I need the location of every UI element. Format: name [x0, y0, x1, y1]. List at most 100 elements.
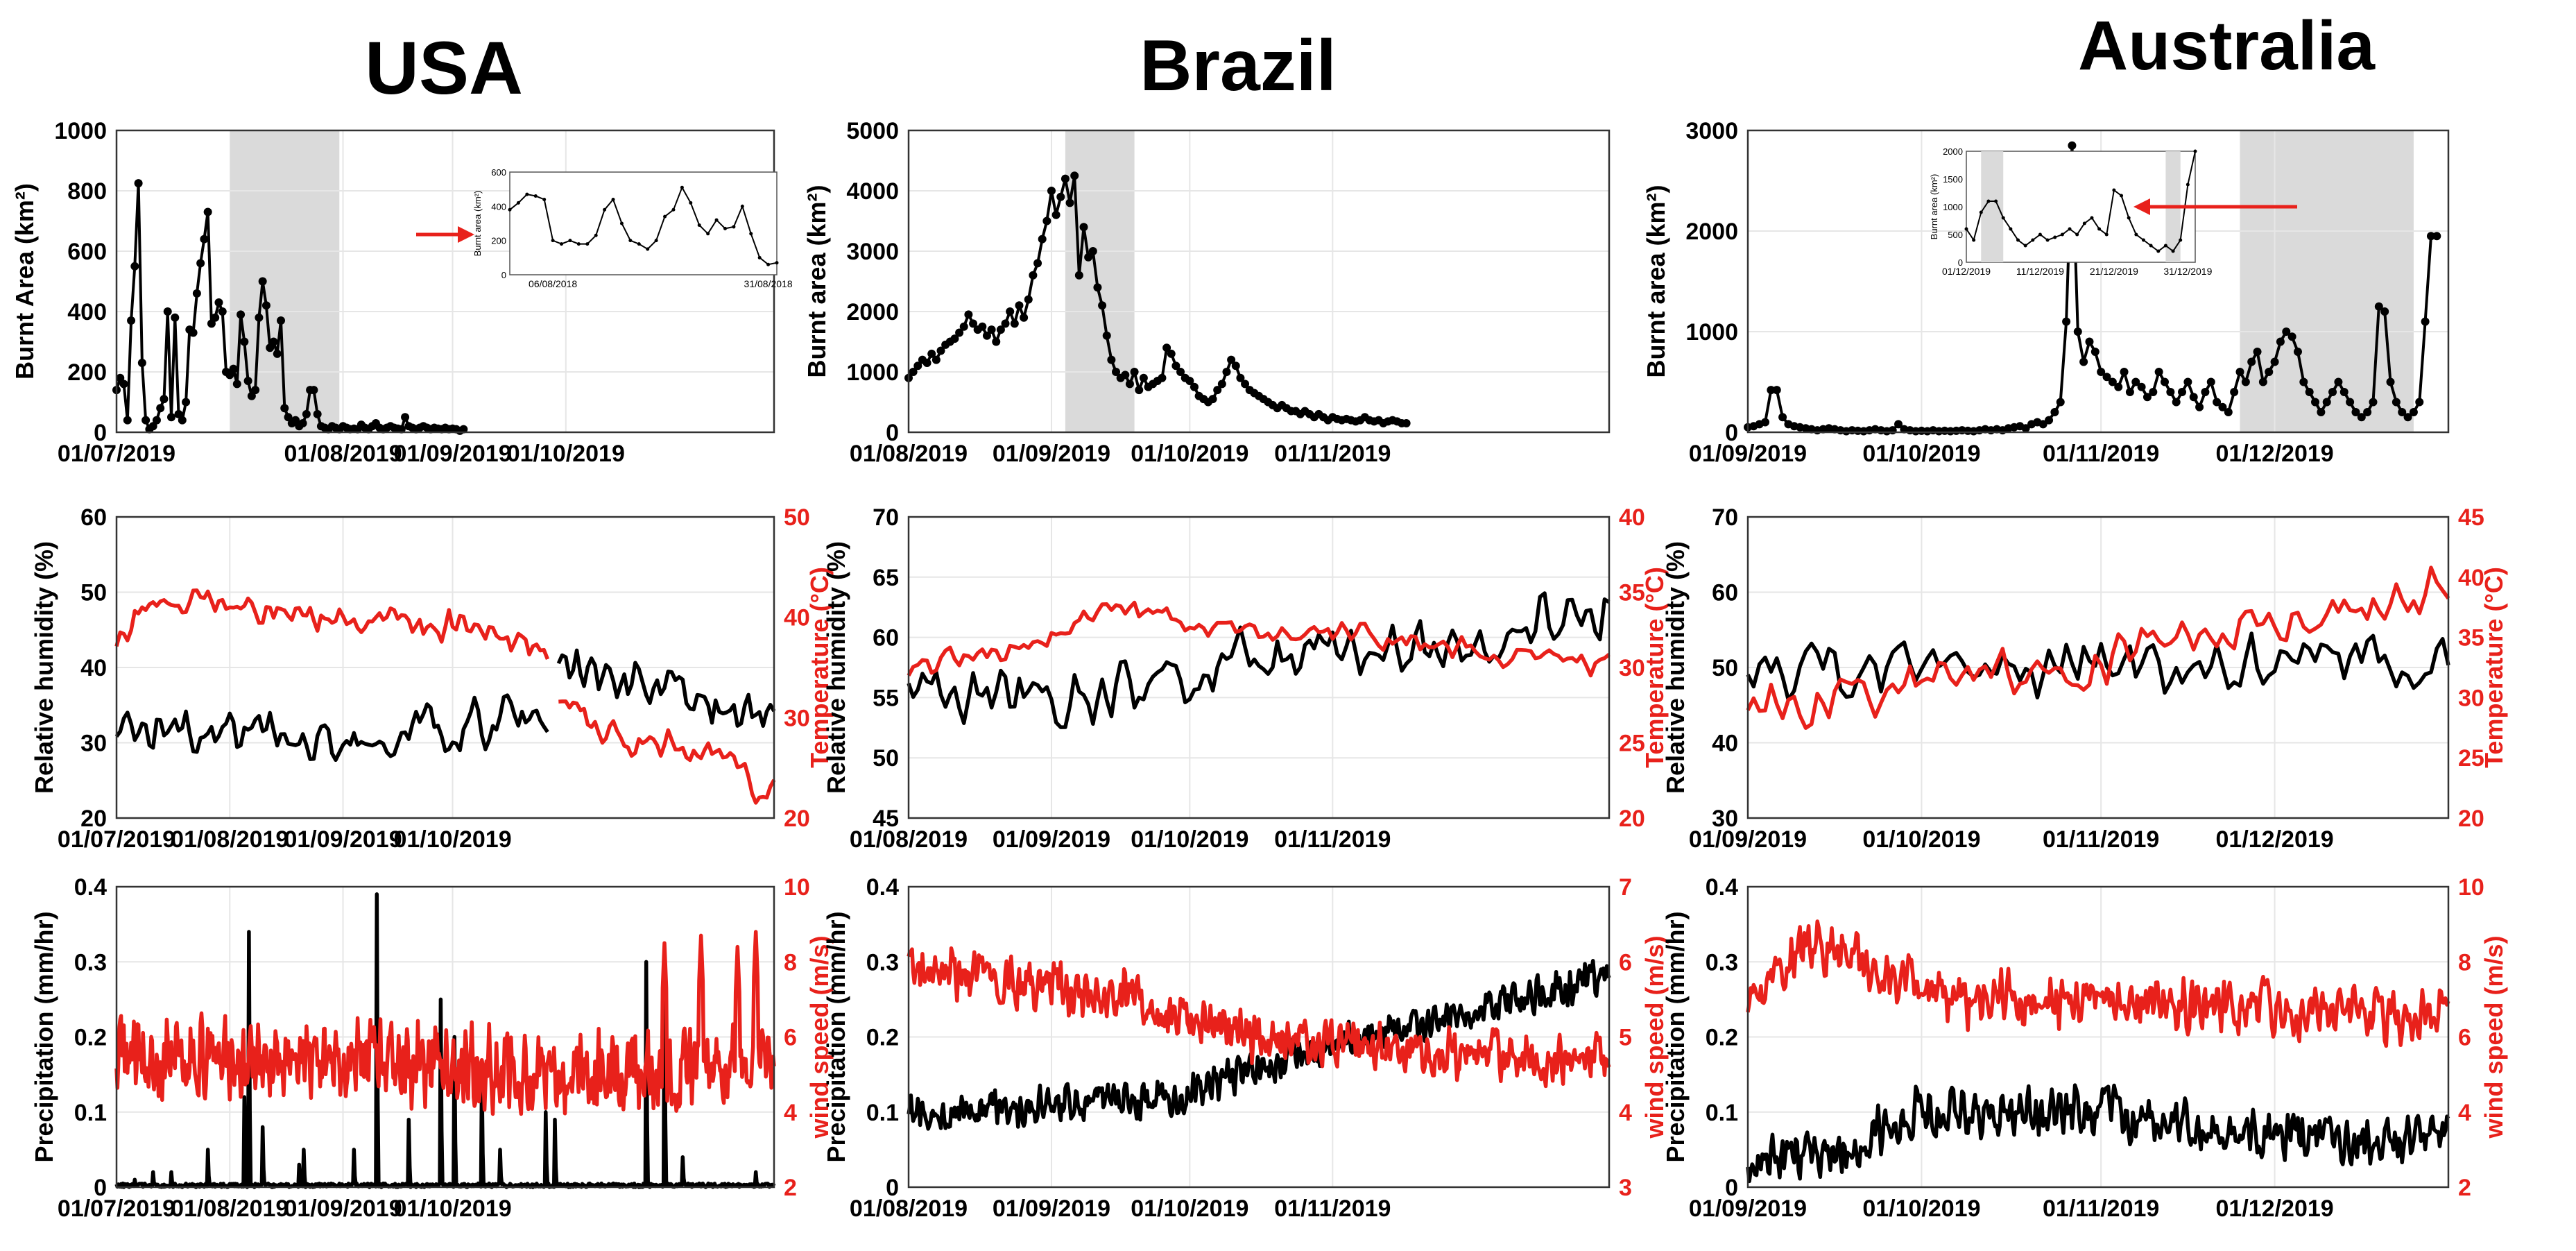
inset-data-point	[2023, 244, 2027, 248]
data-point	[1236, 373, 1245, 382]
data-point	[2149, 388, 2158, 396]
data-point	[978, 322, 987, 331]
y2-tick-label: 25	[2458, 745, 2484, 772]
data-point	[2097, 368, 2106, 376]
x-tick-label: 01/12/2019	[2216, 1195, 2334, 1222]
y2-tick-label: 35	[2458, 625, 2484, 652]
inset-data-point	[585, 242, 590, 246]
plot-frame	[907, 885, 1611, 1189]
inset-y-tick-label: 1500	[1943, 174, 1963, 185]
y2-tick-label: 50	[784, 504, 810, 531]
plot-frame	[115, 885, 775, 1189]
x-tick-label: 01/09/2019	[1689, 826, 1807, 853]
y-tick-label: 0.1	[1706, 1100, 1738, 1126]
data-point	[2311, 398, 2320, 407]
y2-tick-label: 40	[784, 605, 810, 631]
data-point	[2322, 398, 2331, 407]
data-point	[1125, 380, 1134, 389]
x-tick-label: 01/09/2019	[993, 441, 1110, 467]
data-point	[2045, 416, 2054, 425]
data-point	[1135, 386, 1144, 395]
y-tick-label: 0.3	[866, 949, 899, 976]
data-point	[1231, 361, 1240, 371]
data-point	[1079, 223, 1088, 232]
data-point	[255, 313, 264, 322]
x-tick-label: 01/10/2019	[1862, 826, 1980, 853]
y2-tick-label: 2	[2458, 1175, 2471, 1201]
y-tick-label: 0.3	[1706, 949, 1738, 976]
data-point	[277, 316, 285, 325]
x-tick-label: 01/11/2019	[2043, 826, 2159, 853]
data-point	[1006, 307, 1015, 316]
y-tick-label: 0.4	[74, 874, 107, 901]
x-tick-label: 01/10/2019	[1131, 1195, 1248, 1222]
data-point	[2265, 368, 2274, 376]
data-point	[2334, 377, 2343, 386]
x-tick-label: 01/09/2019	[993, 1195, 1110, 1222]
inset-data-point	[551, 239, 555, 243]
y2-tick-label: 6	[1619, 949, 1632, 976]
data-point	[2079, 357, 2088, 366]
y-tick-label: 0	[886, 1175, 899, 1201]
data-point	[1024, 295, 1033, 304]
inset-data-point	[2031, 238, 2035, 242]
data-point	[2386, 377, 2395, 386]
data-point	[996, 325, 1005, 334]
inset-data-point	[533, 194, 538, 198]
data-point	[1767, 386, 1776, 395]
y2-tick-label: 30	[784, 705, 810, 731]
data-point	[1171, 361, 1180, 371]
inset-data-point	[2186, 182, 2190, 187]
data-point	[913, 361, 922, 371]
inset-data-point	[689, 201, 693, 205]
data-point	[2339, 388, 2349, 396]
inset-data-point	[2141, 238, 2145, 242]
data-point	[2108, 377, 2117, 386]
title-brazil: Brazil	[1140, 26, 1336, 106]
inset-data-point	[2053, 235, 2057, 239]
x-tick-label: 01/12/2019	[2216, 441, 2334, 467]
inset-data-point	[740, 204, 744, 208]
series-line-temperature	[907, 600, 1611, 678]
data-point	[1213, 386, 1222, 395]
y-tick-label: 0.1	[866, 1100, 899, 1126]
data-point	[1130, 368, 1139, 376]
data-point	[950, 334, 959, 343]
x-tick-label: 01/08/2019	[171, 1195, 289, 1222]
data-point	[2253, 348, 2262, 356]
y-tick-label: 0.4	[1706, 874, 1738, 901]
data-point	[2230, 388, 2239, 396]
x-tick-label: 01/08/2019	[284, 441, 402, 467]
data-point	[196, 259, 205, 268]
inset-y-tick-label: 1000	[1943, 202, 1963, 212]
australia-inset-arrow-head	[2133, 198, 2150, 215]
data-point	[2062, 317, 2071, 326]
data-point	[1894, 420, 1903, 429]
data-point	[240, 337, 249, 346]
data-point	[2276, 337, 2285, 346]
y-tick-label: 2000	[1685, 219, 1738, 245]
y2-tick-label: 10	[784, 874, 810, 901]
inset-data-point	[2075, 232, 2079, 237]
data-point	[2421, 317, 2430, 326]
data-point	[2131, 377, 2140, 386]
y2-tick-label: 35	[1619, 580, 1645, 606]
usa-precip-wind-chart: 01/07/201901/08/201901/09/201901/10/2019…	[30, 874, 834, 1222]
data-point	[1107, 355, 1116, 364]
series-line-wind-speed	[1746, 919, 2450, 1048]
data-point	[2363, 408, 2372, 416]
data-point	[313, 409, 322, 418]
x-tick-label: 01/12/2019	[2216, 826, 2334, 853]
data-point	[955, 328, 964, 337]
inset-data-point	[775, 261, 779, 265]
x-tick-label: 01/09/2019	[393, 441, 511, 467]
inset-data-point	[697, 223, 701, 227]
y-tick-label: 65	[873, 565, 899, 591]
inset-y-tick-label: 2000	[1943, 146, 1963, 157]
data-point	[1208, 395, 1217, 404]
inset-data-point	[654, 239, 658, 243]
data-point	[2213, 398, 2222, 407]
data-point	[298, 418, 307, 427]
data-point	[2125, 388, 2134, 396]
y2-tick-label: 30	[1619, 655, 1645, 681]
